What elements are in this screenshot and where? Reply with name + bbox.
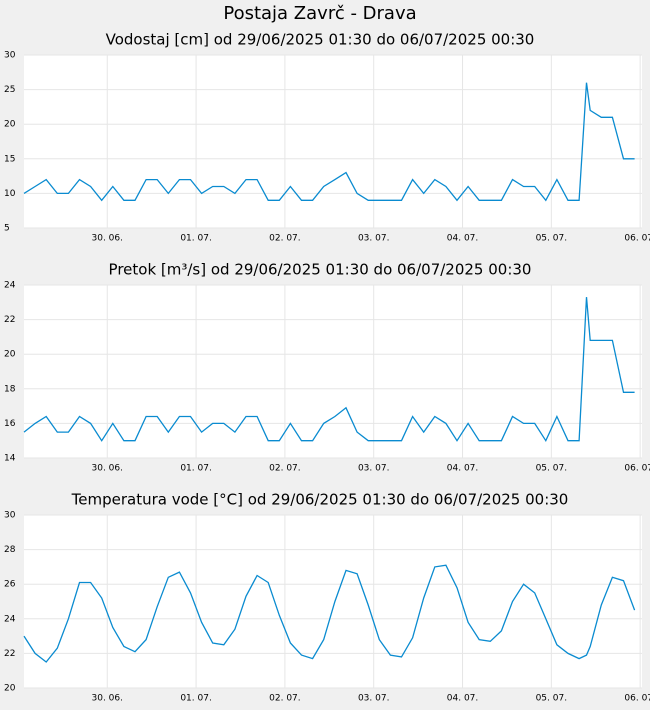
plot-area xyxy=(24,515,642,688)
data-line xyxy=(23,564,636,663)
chart-subtitle: Pretok [m³/s] od 29/06/2025 01:30 do 06/… xyxy=(109,261,532,279)
chart-subtitle: Temperatura vode [°C] od 29/06/2025 01:3… xyxy=(71,491,569,509)
x-tick-label: 03. 07. xyxy=(358,464,390,474)
y-tick-label: 10 xyxy=(4,189,16,199)
y-tick-label: 16 xyxy=(4,419,16,429)
x-tick-label: 02. 07. xyxy=(269,464,301,474)
x-tick-label: 01. 07. xyxy=(180,234,212,244)
y-tick-label: 15 xyxy=(4,154,15,164)
y-tick-label: 14 xyxy=(4,454,16,464)
x-tick-label: 06. 07. xyxy=(624,694,650,704)
x-tick-label: 06. 07. xyxy=(624,464,650,474)
y-tick-label: 25 xyxy=(4,85,15,95)
x-tick-label: 04. 07. xyxy=(447,464,479,474)
x-tick-label: 06. 07. xyxy=(624,234,650,244)
y-tick-label: 20 xyxy=(4,684,16,694)
x-tick-label: 04. 07. xyxy=(447,234,479,244)
chart-subtitle: Vodostaj [cm] od 29/06/2025 01:30 do 06/… xyxy=(106,31,535,49)
y-tick-label: 24 xyxy=(4,281,16,291)
page-title: Postaja Zavrč - Drava xyxy=(223,3,416,24)
data-line xyxy=(23,297,635,443)
y-tick-label: 26 xyxy=(4,580,16,590)
x-tick-label: 02. 07. xyxy=(269,694,301,704)
plot-area xyxy=(24,55,642,228)
y-tick-label: 22 xyxy=(4,315,15,325)
x-tick-label: 01. 07. xyxy=(180,464,212,474)
y-tick-label: 20 xyxy=(4,120,16,130)
y-tick-label: 24 xyxy=(4,614,16,624)
y-tick-label: 18 xyxy=(4,384,16,394)
y-tick-label: 22 xyxy=(4,649,15,659)
y-tick-label: 30 xyxy=(4,511,16,521)
y-tick-label: 20 xyxy=(4,350,16,360)
x-tick-label: 01. 07. xyxy=(180,694,212,704)
x-tick-label: 02. 07. xyxy=(269,234,301,244)
x-tick-label: 30. 06. xyxy=(92,234,124,244)
y-tick-label: 5 xyxy=(4,224,10,234)
data-line xyxy=(23,82,635,202)
x-tick-label: 03. 07. xyxy=(358,234,390,244)
y-tick-label: 30 xyxy=(4,51,16,61)
x-tick-label: 05. 07. xyxy=(536,234,568,244)
x-tick-label: 04. 07. xyxy=(447,694,479,704)
x-tick-label: 30. 06. xyxy=(92,464,124,474)
x-tick-label: 03. 07. xyxy=(358,694,390,704)
y-tick-label: 28 xyxy=(4,545,16,555)
x-tick-label: 05. 07. xyxy=(536,694,568,704)
x-tick-label: 30. 06. xyxy=(92,694,124,704)
x-tick-label: 05. 07. xyxy=(536,464,568,474)
